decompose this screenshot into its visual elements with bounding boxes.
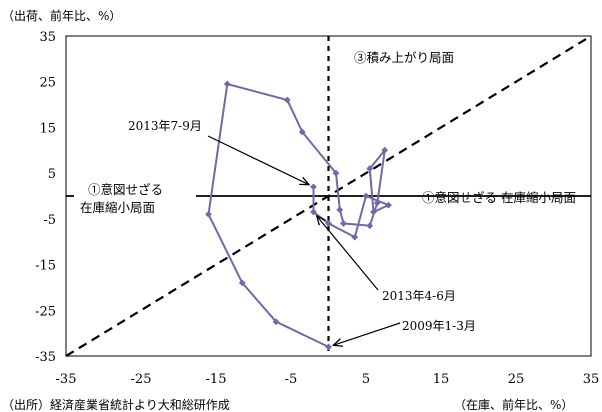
y-tick-label: 25 <box>39 76 56 91</box>
data-point <box>325 343 332 351</box>
x-tick-label: -15 <box>206 372 227 387</box>
phase-label-2: ③積み上がり局面 <box>354 50 454 65</box>
y-tick-label: 15 <box>39 121 56 136</box>
annotation-arrow <box>317 216 379 291</box>
x-tick-label: 35 <box>583 372 600 387</box>
y-tick-label: 5 <box>48 167 56 182</box>
y-axis-label: （出荷、前年比、%） <box>2 8 121 23</box>
phase-label-1: ①意図せざる 在庫縮小局面 <box>74 180 196 218</box>
x-tick-label: -35 <box>56 372 77 387</box>
data-point <box>366 222 374 230</box>
data-point <box>362 192 370 200</box>
annotation-2013-q2: 2013年4-6月 <box>382 289 456 303</box>
data-point <box>385 201 392 209</box>
axis-tick-labels: -35 -25 -15 -5 5 15 25 35 35 25 15 5 -5 -15 -25 -35 <box>35 30 599 387</box>
data-point <box>310 208 317 216</box>
data-point <box>205 210 212 218</box>
data-series <box>205 80 392 351</box>
y-tick-label: -5 <box>43 213 56 228</box>
data-point <box>370 208 377 216</box>
y-tick-label: 35 <box>39 30 56 45</box>
y-tick-label: -15 <box>35 259 56 274</box>
x-axis-label: （在庫、前年比、%） <box>454 397 573 412</box>
phase-label-1-line-1: ①意図せざる <box>88 182 163 197</box>
y-tick-label: -35 <box>35 350 56 365</box>
annotation-2013-q3: 2013年7-9月 <box>128 119 202 133</box>
data-point <box>351 233 359 241</box>
source-note: （出所）経済産業省統計より大和総研作成 <box>2 397 230 412</box>
phase-label-3: ①意図せざる 在庫縮小局面 <box>422 190 576 205</box>
data-point <box>283 96 291 104</box>
data-point <box>238 279 246 287</box>
annotation-arrow <box>333 322 401 345</box>
data-point <box>332 169 340 177</box>
data-point <box>298 128 306 136</box>
data-point <box>325 220 332 227</box>
annotation-arrow <box>207 135 309 185</box>
annotation-2009-q1: 2009年1-3月 <box>402 319 476 333</box>
data-point <box>381 146 389 154</box>
data-point <box>366 165 374 172</box>
phase-label-1-line-2: 在庫縮小局面 <box>80 200 155 215</box>
x-tick-label: 5 <box>362 372 370 387</box>
y-tick-label: -25 <box>35 304 56 319</box>
x-tick-label: 25 <box>508 372 525 387</box>
data-point <box>310 183 317 191</box>
data-point <box>336 206 344 214</box>
annotation-arrows <box>207 135 401 345</box>
data-point <box>223 80 231 88</box>
x-tick-label: -5 <box>285 372 298 387</box>
data-point <box>340 220 347 227</box>
data-point <box>272 318 280 326</box>
data-point <box>373 199 381 207</box>
x-tick-label: -25 <box>131 372 152 387</box>
x-tick-label: 15 <box>433 372 450 387</box>
